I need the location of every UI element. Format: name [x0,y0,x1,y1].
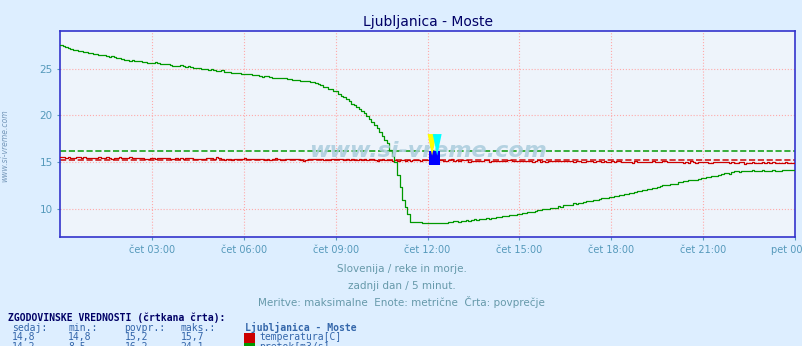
Text: maks.:: maks.: [180,324,216,334]
Text: povpr.:: povpr.: [124,324,165,334]
Text: 14,2: 14,2 [12,342,35,346]
Text: www.si-vreme.com: www.si-vreme.com [308,140,546,161]
Text: sedaj:: sedaj: [12,324,47,334]
Text: www.si-vreme.com: www.si-vreme.com [0,109,10,182]
Text: Slovenija / reke in morje.: Slovenija / reke in morje. [336,264,466,274]
Text: 15,7: 15,7 [180,333,204,343]
Text: 14,8: 14,8 [68,333,91,343]
Text: Ljubljanica - Moste: Ljubljanica - Moste [245,322,356,334]
Polygon shape [432,134,441,156]
Text: 8,5: 8,5 [68,342,86,346]
Text: 15,2: 15,2 [124,333,148,343]
Text: Meritve: maksimalne  Enote: metrične  Črta: povprečje: Meritve: maksimalne Enote: metrične Črta… [257,296,545,308]
Text: min.:: min.: [68,324,98,334]
Text: ZGODOVINSKE VREDNOSTI (črtkana črta):: ZGODOVINSKE VREDNOSTI (črtkana črta): [8,312,225,323]
Text: pretok[m3/s]: pretok[m3/s] [259,342,330,346]
Polygon shape [427,134,436,156]
Title: Ljubljanica - Moste: Ljubljanica - Moste [363,15,492,29]
Text: 14,8: 14,8 [12,333,35,343]
Text: zadnji dan / 5 minut.: zadnji dan / 5 minut. [347,281,455,291]
Text: temperatura[C]: temperatura[C] [259,333,341,343]
Text: 24,1: 24,1 [180,342,204,346]
Bar [428,151,439,165]
Text: 16,2: 16,2 [124,342,148,346]
